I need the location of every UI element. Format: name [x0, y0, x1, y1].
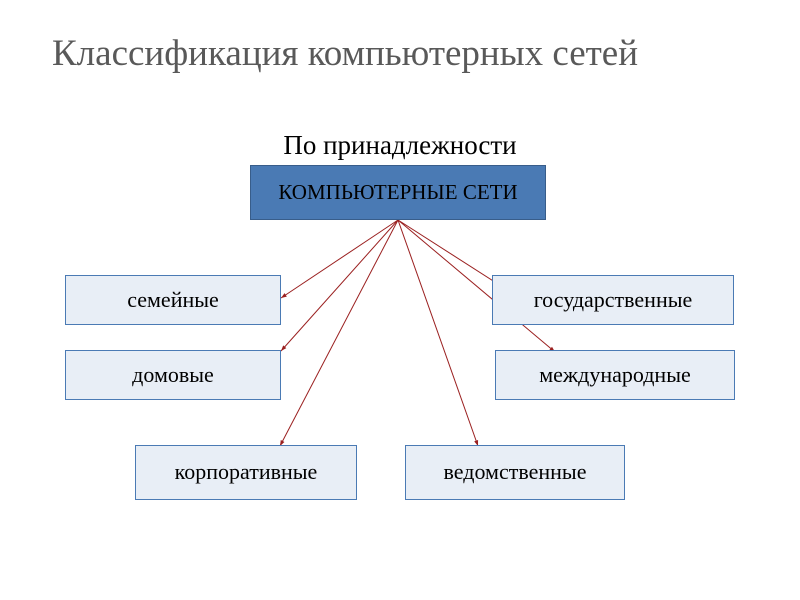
child-node-label: ведомственные	[444, 460, 587, 484]
root-node: КОМПЬЮТЕРНЫЕ СЕТИ	[250, 165, 546, 220]
child-node-corp: корпоративные	[135, 445, 357, 500]
child-node-dept: ведомственные	[405, 445, 625, 500]
child-node-house: домовые	[65, 350, 281, 400]
page-title: Классификация компьютерных сетей	[52, 32, 752, 76]
child-node-label: государственные	[534, 288, 693, 312]
child-node-family: семейные	[65, 275, 281, 325]
root-node-label: КОМПЬЮТЕРНЫЕ СЕТИ	[278, 181, 517, 204]
child-node-label: международные	[539, 363, 691, 387]
child-node-label: домовые	[132, 363, 214, 387]
diagram-subtitle: По принадлежности	[0, 130, 800, 161]
child-node-label: корпоративные	[175, 460, 318, 484]
child-node-label: семейные	[127, 288, 219, 312]
child-node-state: государственные	[492, 275, 734, 325]
child-node-intl: международные	[495, 350, 735, 400]
